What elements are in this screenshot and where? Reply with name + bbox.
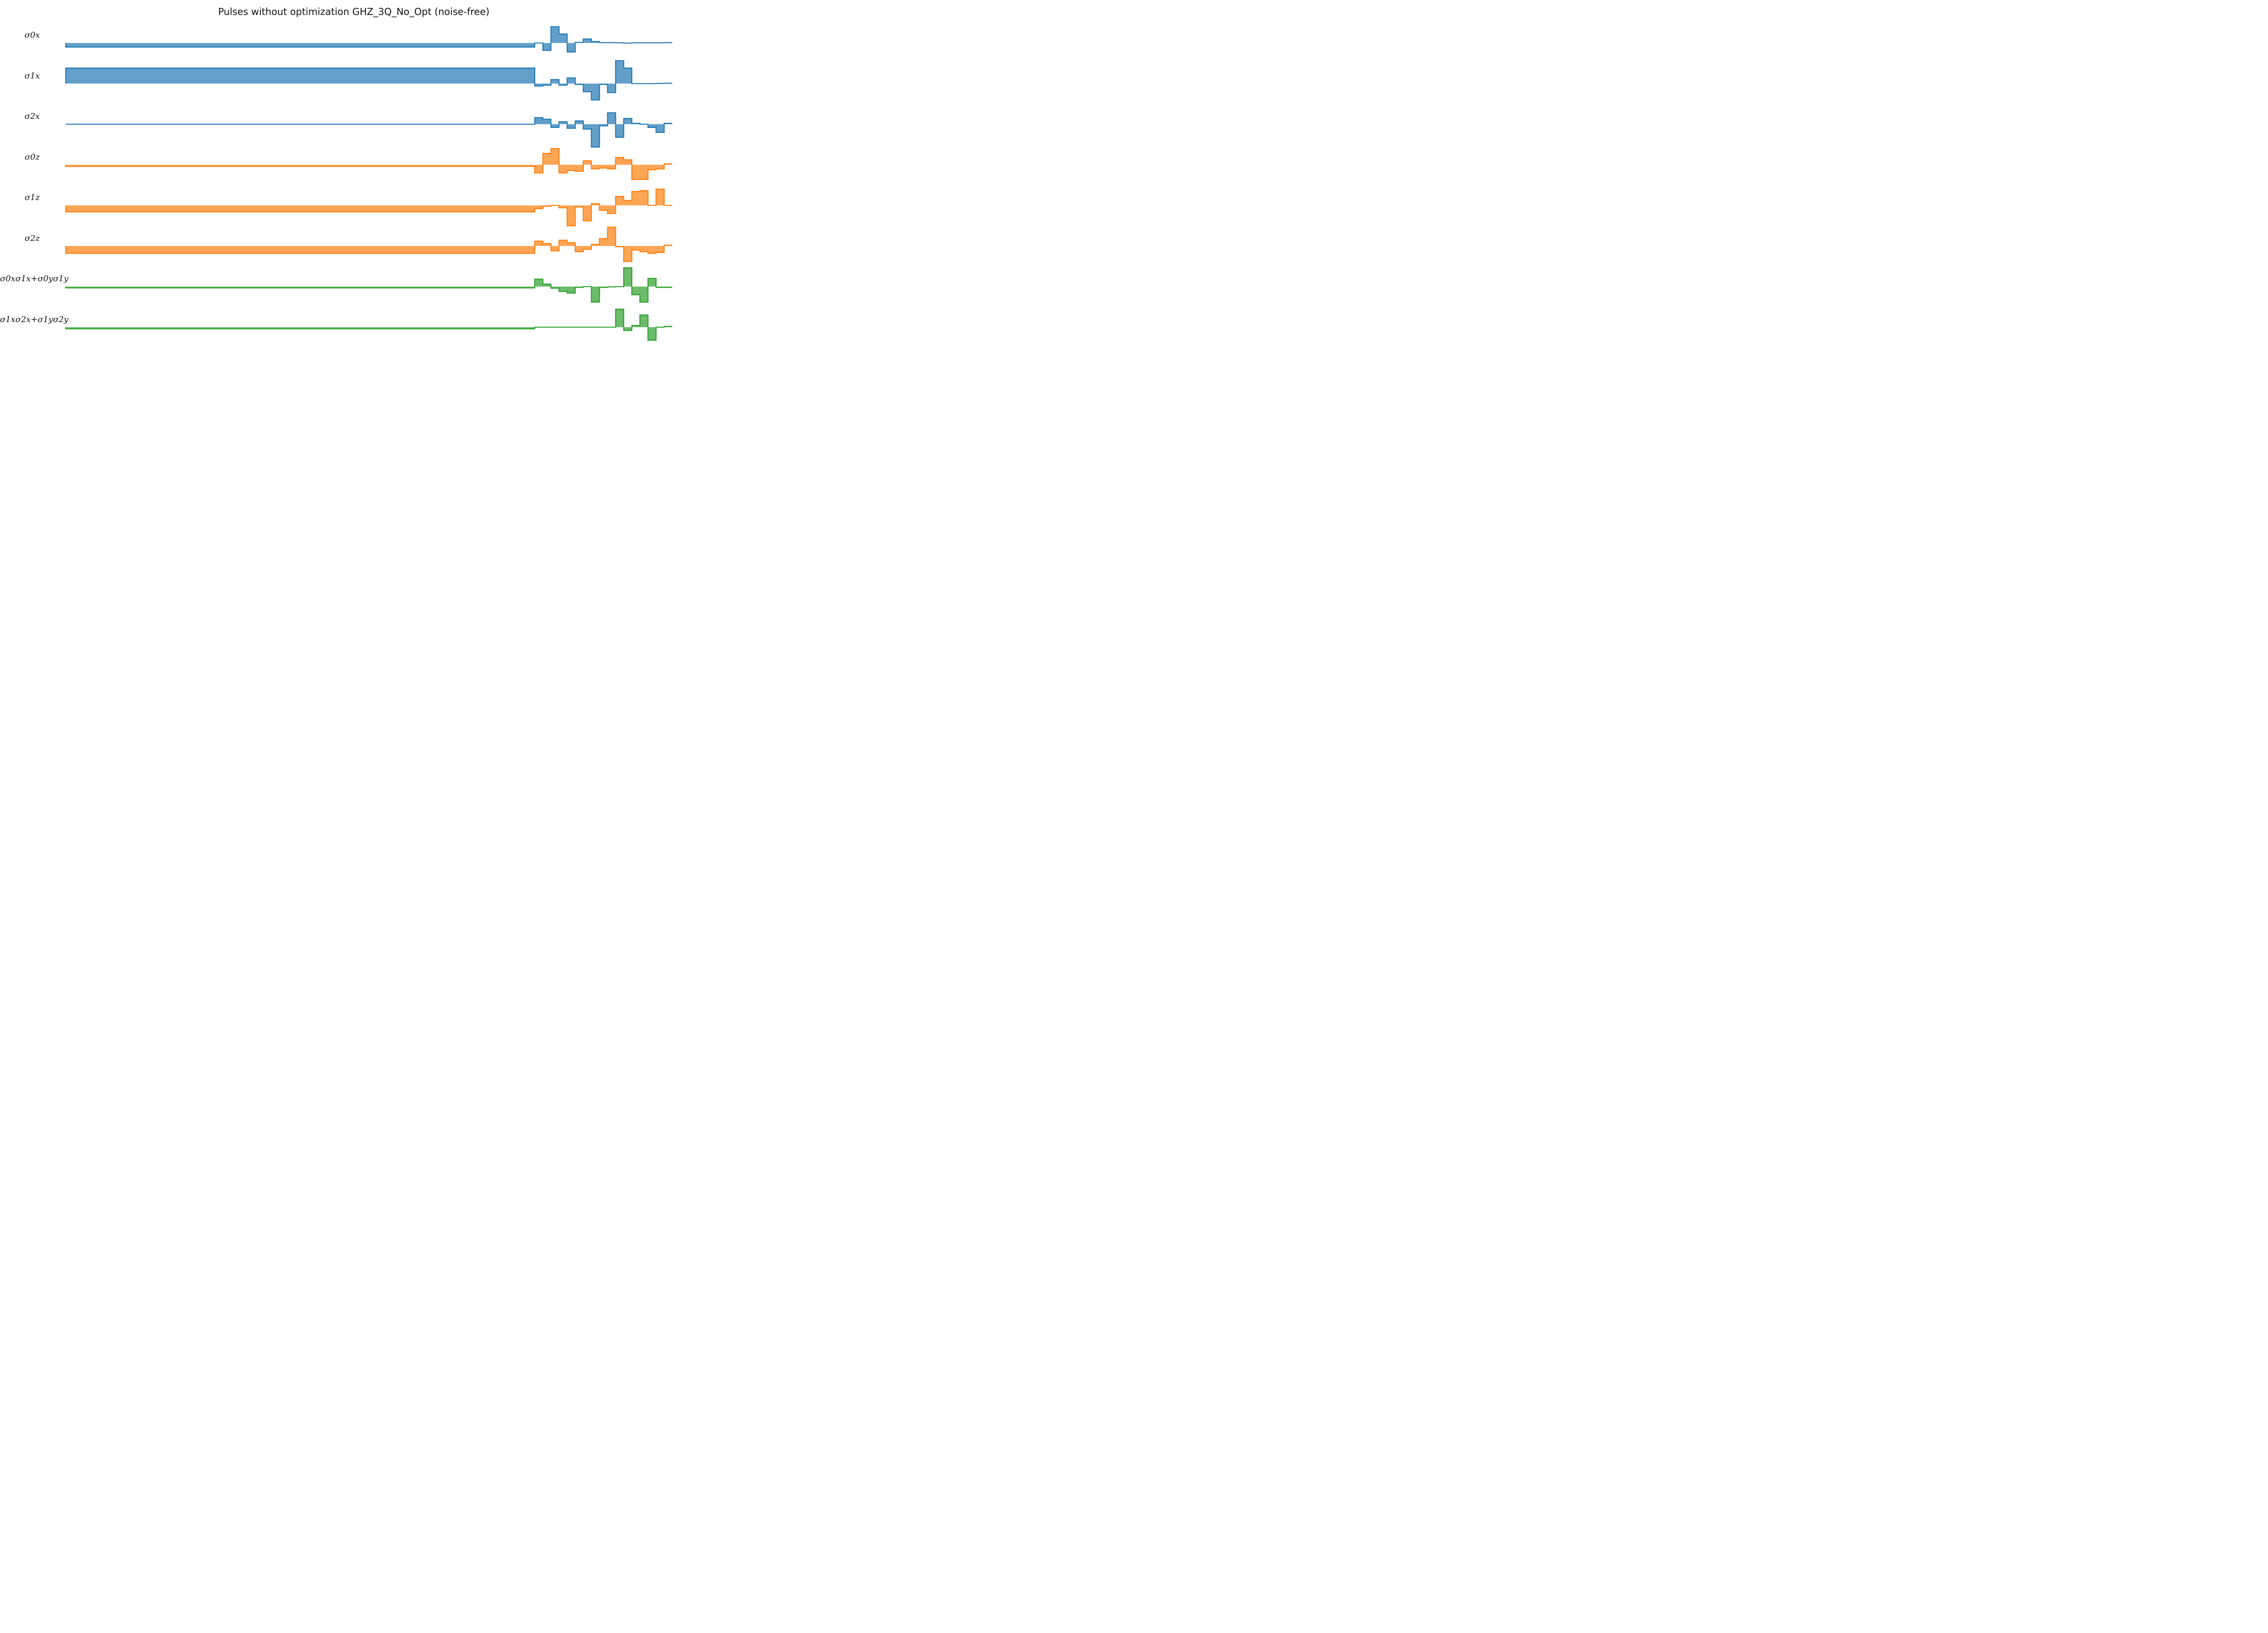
pulse-series-6 bbox=[65, 267, 672, 303]
row-label-7: σ1xσ2x+σ1yσ2y bbox=[0, 314, 68, 324]
pulse-series-3 bbox=[65, 148, 672, 180]
pulse-line bbox=[65, 148, 672, 180]
pulse-fill bbox=[66, 227, 672, 262]
pulse-line bbox=[65, 267, 672, 303]
pulse-series-1 bbox=[65, 60, 672, 101]
pulse-fill bbox=[66, 60, 672, 100]
pulse-series-4 bbox=[65, 188, 672, 226]
row-label-4: σ1z bbox=[24, 193, 40, 202]
chart-title: Pulses without optimization GHZ_3Q_No_Op… bbox=[218, 6, 490, 17]
pulse-series-0 bbox=[65, 26, 672, 53]
pulse-series-5 bbox=[65, 226, 672, 262]
row-label-1: σ1x bbox=[24, 71, 40, 81]
row-label-3: σ0z bbox=[24, 152, 40, 162]
pulse-series-2 bbox=[66, 112, 672, 148]
pulse-fill bbox=[66, 309, 672, 340]
pulse-line bbox=[65, 60, 672, 101]
pulse-fill bbox=[66, 189, 672, 226]
pulse-line bbox=[65, 188, 672, 226]
row-label-6: σ0xσ1x+σ0yσ1y bbox=[0, 274, 68, 284]
pulse-fill bbox=[66, 112, 672, 147]
pulse-line bbox=[65, 308, 672, 341]
pulse-line bbox=[66, 112, 672, 148]
pulse-plot bbox=[65, 26, 672, 341]
pulse-fill bbox=[66, 268, 672, 302]
pulse-series-7 bbox=[65, 308, 672, 341]
pulse-fill bbox=[66, 148, 672, 180]
pulse-line bbox=[65, 226, 672, 262]
pulse-fill bbox=[66, 26, 672, 52]
row-label-5: σ2z bbox=[24, 233, 40, 243]
pulse-line bbox=[65, 26, 672, 53]
row-label-2: σ2x bbox=[24, 112, 40, 121]
row-label-0: σ0x bbox=[24, 30, 40, 40]
